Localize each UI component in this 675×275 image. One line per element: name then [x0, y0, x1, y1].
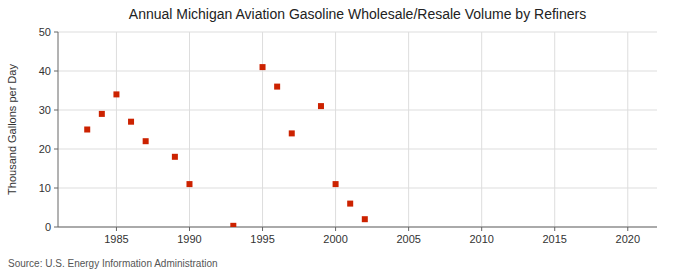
point — [260, 64, 266, 70]
grid — [58, 32, 657, 227]
grid-line-x — [189, 32, 190, 227]
y-axis-line — [58, 32, 59, 227]
x-tick — [189, 227, 190, 231]
x-tick — [627, 227, 628, 231]
grid-line-x — [262, 32, 263, 227]
y-tick — [54, 188, 58, 189]
y-tick — [54, 149, 58, 150]
y-tick-label: 30 — [39, 104, 51, 116]
grid-line-y — [58, 227, 657, 228]
grid-line-x — [116, 32, 117, 227]
x-tick-label: 1990 — [177, 233, 201, 245]
point — [186, 181, 192, 187]
grid-line-y — [58, 71, 657, 72]
x-tick — [554, 227, 555, 231]
grid-line-x — [481, 32, 482, 227]
point — [362, 216, 368, 222]
point — [230, 223, 236, 227]
title: Annual Michigan Aviation Gasoline Wholes… — [129, 6, 586, 22]
y-axis-label: Thousand Gallons per Day — [6, 64, 18, 195]
point — [318, 103, 324, 109]
points — [84, 64, 368, 227]
source: Source: U.S. Energy Information Administ… — [8, 258, 218, 269]
x-tick-label: 2020 — [616, 233, 640, 245]
point — [128, 119, 134, 125]
point — [113, 91, 119, 97]
y-tick-label: 0 — [45, 221, 51, 233]
y-tick — [54, 227, 58, 228]
chart: 1985 1990 1995 2000 2005 2010 2015 2020 0 10 20 30 4… — [0, 0, 675, 275]
grid-line-x — [627, 32, 628, 227]
ticks: 1985 1990 1995 2000 2005 2010 2015 2020 0 10 20 30 4… — [39, 26, 640, 245]
y-tick — [54, 110, 58, 111]
point — [143, 138, 149, 144]
grid-line-x — [335, 32, 336, 227]
point — [274, 84, 280, 90]
grid-line-y — [58, 149, 657, 150]
x-tick — [262, 227, 263, 231]
y-tick — [54, 71, 58, 72]
y-tick-label: 20 — [39, 143, 51, 155]
point — [99, 111, 105, 117]
x-tick-label: 1995 — [250, 233, 274, 245]
point — [289, 130, 295, 136]
y-tick-label: 40 — [39, 65, 51, 77]
x-tick-label: 1985 — [104, 233, 128, 245]
x-axis-line — [58, 227, 657, 228]
point — [347, 201, 353, 207]
grid-line-x — [554, 32, 555, 227]
y-tick-label: 50 — [39, 26, 51, 38]
x-tick — [408, 227, 409, 231]
x-tick — [481, 227, 482, 231]
grid-line-y — [58, 110, 657, 111]
x-tick-label: 2010 — [469, 233, 493, 245]
y-tick — [54, 32, 58, 33]
grid-line-y — [58, 32, 657, 33]
point — [84, 127, 90, 133]
point — [172, 154, 178, 160]
point — [333, 181, 339, 187]
y-tick-label: 10 — [39, 182, 51, 194]
x-tick — [335, 227, 336, 231]
grid-line-y — [58, 188, 657, 189]
x-tick-label: 2015 — [542, 233, 566, 245]
x-tick — [116, 227, 117, 231]
grid-line-x — [408, 32, 409, 227]
x-tick-label: 2005 — [396, 233, 420, 245]
x-tick-label: 2000 — [323, 233, 347, 245]
